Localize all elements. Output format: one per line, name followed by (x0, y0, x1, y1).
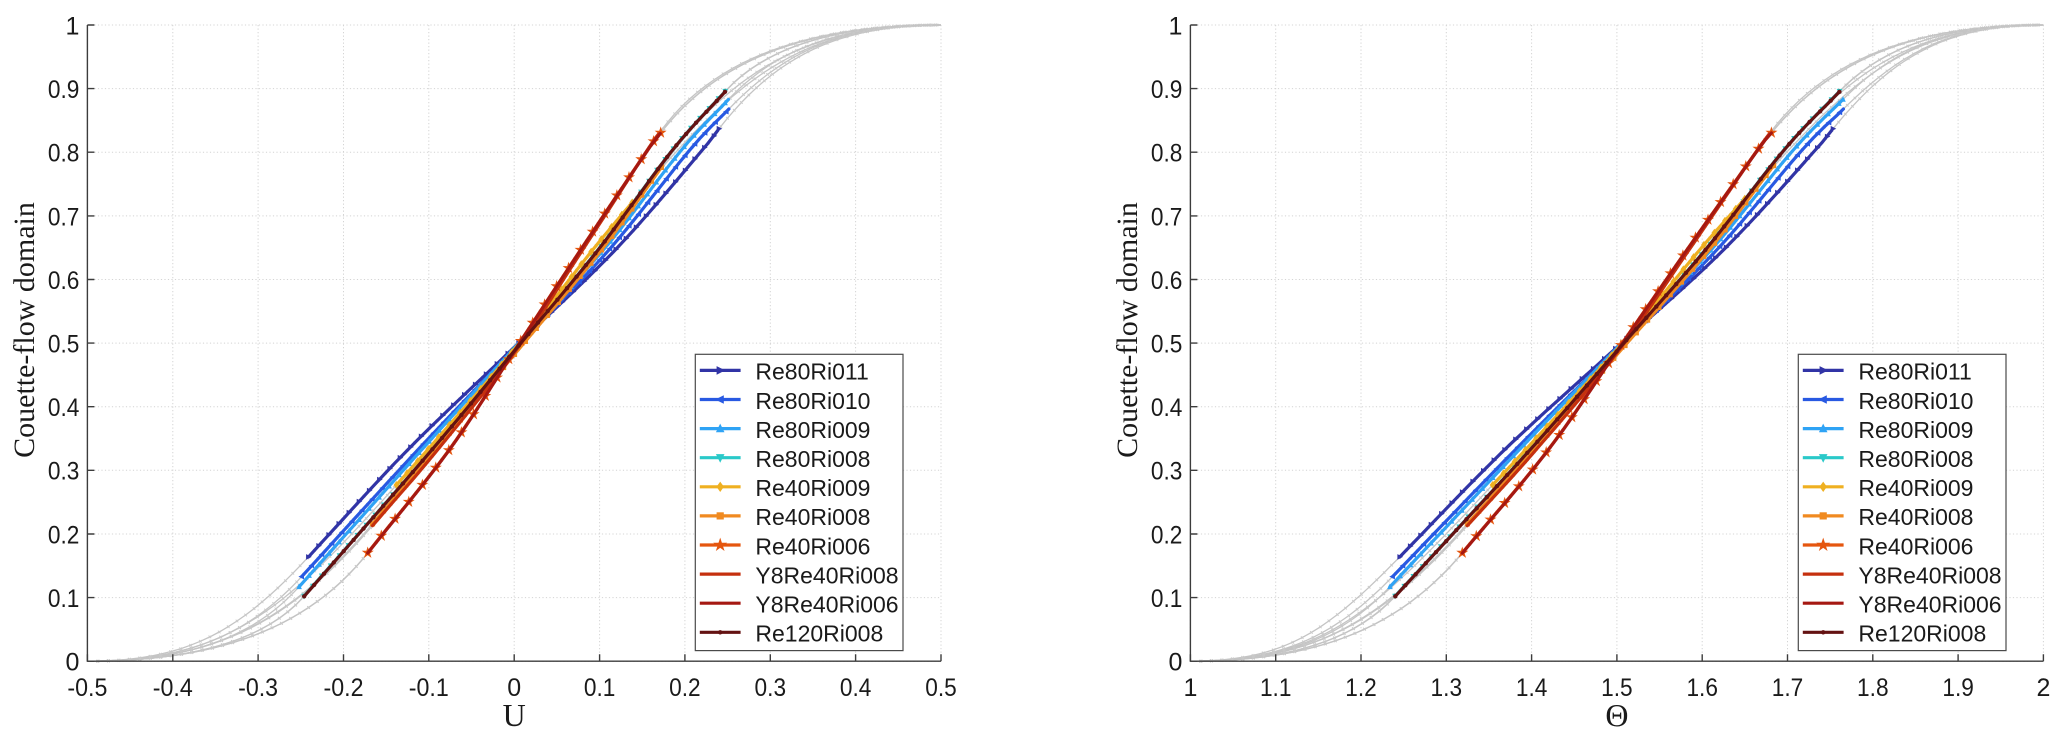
svg-text:Re40Ri006: Re40Ri006 (1858, 533, 1973, 559)
svg-text:Re80Ri009: Re80Ri009 (755, 417, 870, 443)
svg-text:Re80Ri011: Re80Ri011 (755, 359, 868, 385)
svg-text:-0.4: -0.4 (153, 674, 193, 702)
svg-text:0: 0 (507, 674, 521, 702)
svg-text:1.5: 1.5 (1601, 674, 1633, 702)
svg-text:0.9: 0.9 (1151, 76, 1183, 104)
svg-text:0.5: 0.5 (1151, 331, 1183, 359)
svg-text:1: 1 (1183, 674, 1197, 702)
svg-text:0.2: 0.2 (1151, 521, 1183, 549)
svg-text:0.8: 0.8 (1151, 140, 1183, 168)
svg-text:0: 0 (1168, 649, 1182, 677)
svg-text:Couette-flow domain: Couette-flow domain (8, 202, 41, 458)
svg-text:Re80Ri008: Re80Ri008 (1858, 446, 1973, 472)
svg-text:-0.3: -0.3 (238, 674, 278, 702)
svg-text:1: 1 (65, 12, 79, 40)
svg-text:0: 0 (65, 649, 79, 677)
svg-text:Y8Re40Ri006: Y8Re40Ri006 (1858, 592, 2001, 618)
svg-text:Re80Ri008: Re80Ri008 (755, 446, 870, 472)
svg-text:Re40Ri006: Re40Ri006 (755, 533, 870, 559)
svg-text:Re40Ri009: Re40Ri009 (1858, 475, 1973, 501)
svg-text:1.2: 1.2 (1345, 674, 1377, 702)
svg-text:Re40Ri009: Re40Ri009 (755, 475, 870, 501)
svg-text:Re40Ri008: Re40Ri008 (1858, 504, 1973, 530)
svg-text:1.9: 1.9 (1942, 674, 1974, 702)
svg-text:0.2: 0.2 (48, 521, 80, 549)
svg-text:Re80Ri011: Re80Ri011 (1858, 359, 1971, 385)
svg-text:0.4: 0.4 (840, 674, 872, 702)
svg-text:0.6: 0.6 (1151, 267, 1183, 295)
svg-text:Re40Ri008: Re40Ri008 (755, 504, 870, 530)
svg-text:-0.5: -0.5 (67, 674, 107, 702)
svg-text:0.8: 0.8 (48, 140, 80, 168)
svg-text:1.7: 1.7 (1772, 674, 1804, 702)
svg-text:0.1: 0.1 (48, 585, 80, 613)
svg-text:Θ: Θ (1605, 697, 1628, 733)
svg-text:1.8: 1.8 (1857, 674, 1889, 702)
svg-text:0.7: 0.7 (48, 203, 80, 231)
svg-text:0.3: 0.3 (48, 458, 80, 486)
svg-text:1.1: 1.1 (1260, 674, 1292, 702)
svg-text:0.9: 0.9 (48, 76, 80, 104)
svg-text:Re120Ri008: Re120Ri008 (1858, 621, 1986, 647)
svg-text:Y8Re40Ri008: Y8Re40Ri008 (755, 562, 898, 588)
svg-text:1: 1 (1168, 12, 1182, 40)
svg-text:0.3: 0.3 (755, 674, 787, 702)
svg-text:Re80Ri010: Re80Ri010 (1858, 388, 1973, 414)
svg-text:0.3: 0.3 (1151, 458, 1183, 486)
svg-text:0.6: 0.6 (48, 267, 80, 295)
svg-text:0.1: 0.1 (1151, 585, 1183, 613)
svg-text:2: 2 (2036, 674, 2050, 702)
svg-text:0.4: 0.4 (1151, 394, 1183, 422)
svg-text:0.5: 0.5 (925, 674, 957, 702)
svg-text:1.4: 1.4 (1516, 674, 1548, 702)
svg-text:0.2: 0.2 (669, 674, 701, 702)
svg-text:Re80Ri010: Re80Ri010 (755, 388, 870, 414)
svg-text:1.3: 1.3 (1431, 674, 1463, 702)
svg-text:0.5: 0.5 (48, 331, 80, 359)
svg-text:U: U (503, 697, 526, 733)
svg-text:1.6: 1.6 (1686, 674, 1718, 702)
svg-text:Couette-flow domain: Couette-flow domain (1111, 202, 1144, 458)
svg-text:Y8Re40Ri008: Y8Re40Ri008 (1858, 562, 2001, 588)
svg-text:-0.2: -0.2 (324, 674, 364, 702)
svg-text:Y8Re40Ri006: Y8Re40Ri006 (755, 592, 898, 618)
svg-text:Re80Ri009: Re80Ri009 (1858, 417, 1973, 443)
svg-text:0.1: 0.1 (584, 674, 616, 702)
svg-text:-0.1: -0.1 (409, 674, 449, 702)
svg-text:0.7: 0.7 (1151, 203, 1183, 231)
svg-text:0.4: 0.4 (48, 394, 80, 422)
svg-text:Re120Ri008: Re120Ri008 (755, 621, 883, 647)
